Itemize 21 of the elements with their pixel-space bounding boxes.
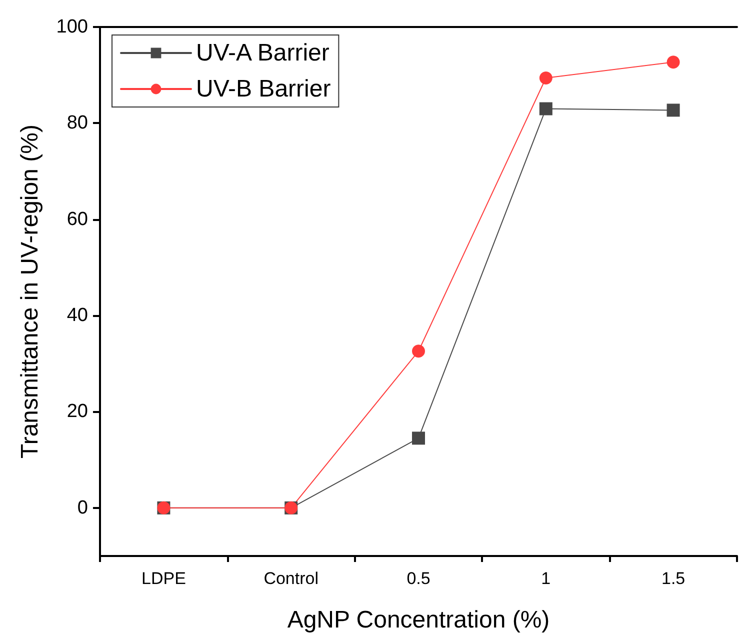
y-tick-label: 100	[56, 16, 88, 38]
x-tick-label: 0.5	[406, 569, 430, 588]
y-tick-label: 20	[66, 401, 88, 422]
x-axis-title: AgNP Concentration (%)	[287, 606, 550, 634]
point	[539, 71, 552, 84]
point	[666, 56, 680, 69]
point	[666, 104, 680, 117]
y-tick-label: 60	[66, 208, 88, 230]
x-tick-label: 1	[541, 569, 551, 588]
point	[412, 432, 425, 445]
x-tick-label: LDPE	[141, 569, 186, 588]
y-tick-label: 0	[77, 497, 88, 518]
legend-label: UV-A Barrier	[196, 40, 330, 66]
point	[539, 102, 552, 116]
y-axis-title: Transmittance in UV-region (%)	[16, 124, 44, 458]
y-tick-label: 80	[66, 112, 88, 134]
x-tick-label: 1.5	[661, 569, 686, 588]
legend-label: UV-B Barrier	[196, 76, 331, 102]
y-tick-label: 40	[66, 305, 88, 326]
x-tick-label: Control	[264, 569, 319, 588]
point	[412, 344, 425, 358]
